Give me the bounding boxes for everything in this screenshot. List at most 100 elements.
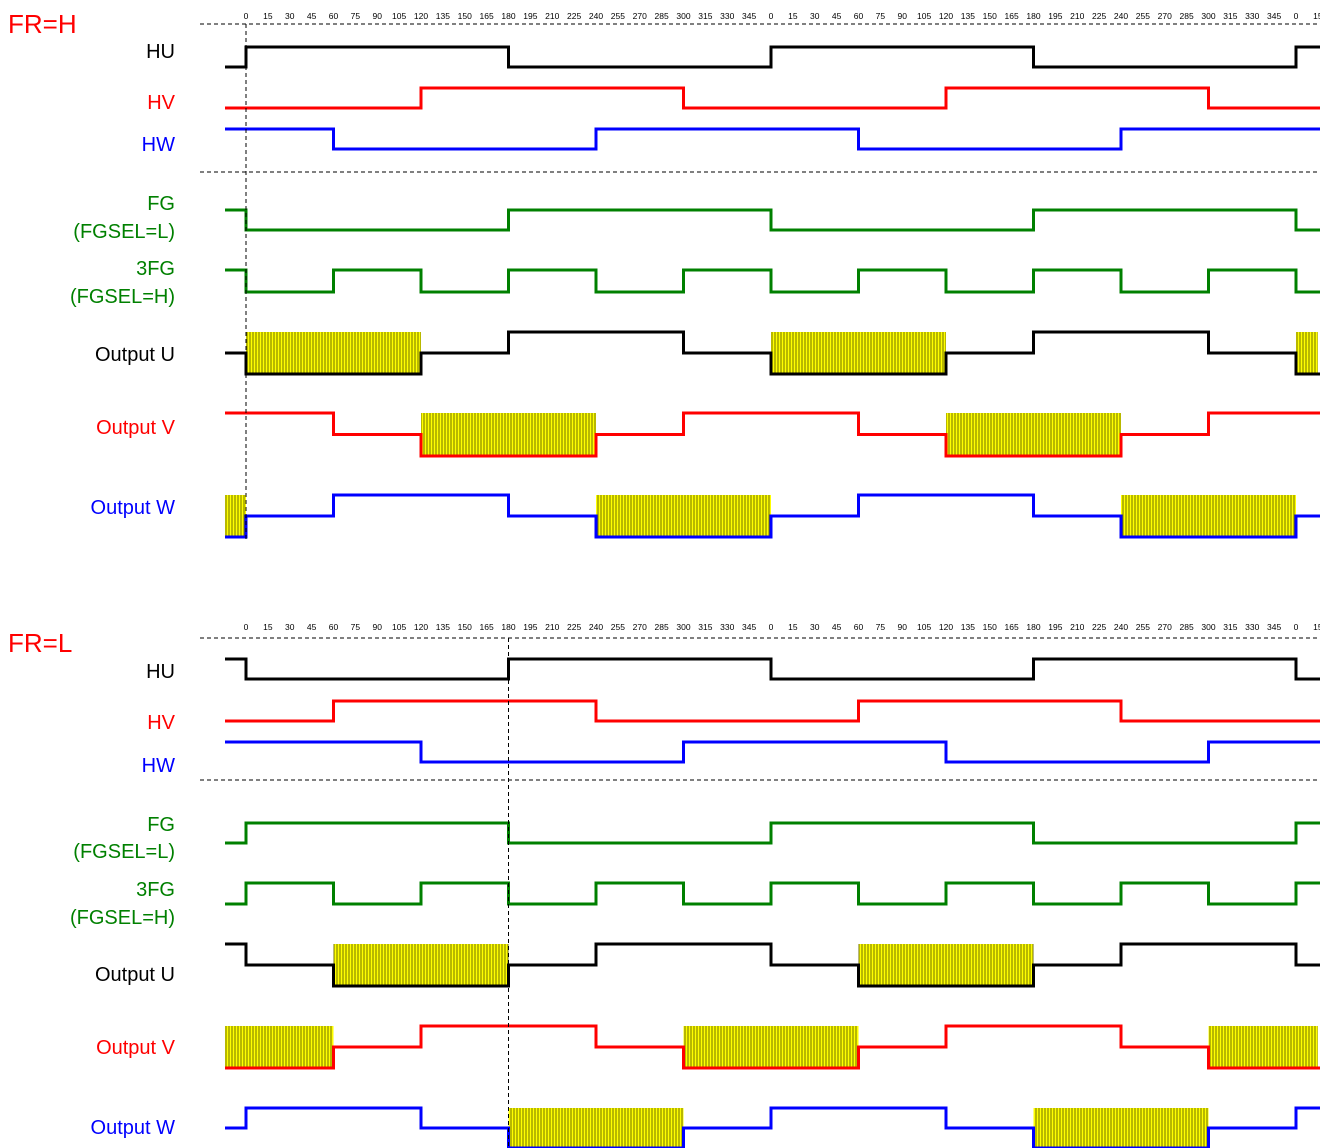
signal-label: (FGSEL=H) <box>70 907 175 929</box>
signal-hw: HW <box>142 127 1320 156</box>
pwm-region <box>421 413 596 456</box>
degree-tick: 0 <box>244 622 249 632</box>
degree-tick: 0 <box>769 622 774 632</box>
degree-tick: 75 <box>351 11 361 21</box>
degree-tick: 135 <box>961 622 975 632</box>
degree-tick: 240 <box>589 622 603 632</box>
degree-tick: 180 <box>501 622 515 632</box>
degree-tick: 345 <box>742 11 756 21</box>
degree-tick: 45 <box>307 622 317 632</box>
degree-tick: 120 <box>414 622 428 632</box>
degree-tick: 165 <box>480 622 494 632</box>
degree-tick: 345 <box>1267 622 1281 632</box>
degree-tick: 255 <box>1136 622 1150 632</box>
signal-label: Output U <box>95 964 175 986</box>
waveform <box>225 881 1320 906</box>
signal-label: 3FG <box>136 258 175 280</box>
signal-hu: HU <box>146 41 1320 69</box>
degree-tick: 315 <box>698 11 712 21</box>
signal-label: (FGSEL=H) <box>70 286 175 308</box>
degree-tick: 315 <box>1223 622 1237 632</box>
waveform <box>225 86 1320 110</box>
signal-label: HU <box>146 661 175 683</box>
degree-tick: 180 <box>501 11 515 21</box>
degree-tick: 60 <box>329 622 339 632</box>
degree-tick: 75 <box>876 11 886 21</box>
signal-fg: FG (FGSEL=L) <box>73 193 1320 243</box>
degree-tick: 180 <box>1026 622 1040 632</box>
degree-tick: 120 <box>939 622 953 632</box>
degree-tick: 150 <box>458 622 472 632</box>
degree-tick: 90 <box>373 11 383 21</box>
degree-tick: 225 <box>1092 622 1106 632</box>
pwm-region <box>1296 332 1318 374</box>
signal-out-w: Output W <box>91 1106 1320 1148</box>
degree-tick: 255 <box>611 11 625 21</box>
degree-tick: 240 <box>589 11 603 21</box>
degree-tick: 270 <box>1158 11 1172 21</box>
signal-label: Output U <box>95 344 175 366</box>
degree-tick: 0 <box>769 11 774 21</box>
waveform <box>225 208 1320 232</box>
degree-tick: 345 <box>742 622 756 632</box>
degree-tick: 330 <box>720 622 734 632</box>
panel-fr-h: FR=H 0 15 30 45 60 75 90 105 120 135 150 165 180 195 2… <box>8 9 1320 540</box>
degree-tick: 45 <box>832 11 842 21</box>
degree-tick: 30 <box>285 622 295 632</box>
signal-label: Output W <box>91 1117 176 1139</box>
degree-tick: 30 <box>285 11 295 21</box>
degree-tick: 105 <box>392 11 406 21</box>
degree-tick: 135 <box>436 622 450 632</box>
degree-tick: 195 <box>523 622 537 632</box>
degree-tick: 210 <box>545 11 559 21</box>
degree-tick: 90 <box>898 622 908 632</box>
degree-tick: 120 <box>414 11 428 21</box>
degree-tick: 180 <box>1026 11 1040 21</box>
signal-label: HV <box>147 92 175 114</box>
waveform <box>225 657 1320 681</box>
degree-tick: 60 <box>854 622 864 632</box>
degree-tick: 270 <box>633 11 647 21</box>
degree-tick: 315 <box>698 622 712 632</box>
degree-tick: 270 <box>633 622 647 632</box>
pwm-region <box>771 332 946 374</box>
degree-tick: 0 <box>244 11 249 21</box>
signal-label: Output V <box>96 1037 176 1059</box>
degree-tick: 285 <box>655 622 669 632</box>
signal-label: HV <box>147 712 175 734</box>
degree-tick: 120 <box>939 11 953 21</box>
pwm-region <box>333 944 509 986</box>
degree-tick: 195 <box>1048 11 1062 21</box>
degree-tick: 165 <box>1005 11 1019 21</box>
signal-out-w: Output W <box>91 493 1320 539</box>
degree-tick: 225 <box>1092 11 1106 21</box>
signal-label: HW <box>142 755 175 777</box>
degree-tick: 30 <box>810 11 820 21</box>
waveform <box>225 1106 1320 1148</box>
degree-tick: 300 <box>676 11 690 21</box>
signal-label: FG <box>147 814 175 836</box>
signal-label: HW <box>142 134 175 156</box>
signal-label: (FGSEL=L) <box>73 221 175 243</box>
degree-tick: 150 <box>458 11 472 21</box>
waveform <box>225 821 1320 845</box>
degree-tick: 225 <box>567 622 581 632</box>
waveform <box>225 1024 1320 1070</box>
degree-tick: 75 <box>876 622 886 632</box>
degree-tick: 255 <box>611 622 625 632</box>
signal-fg: FG (FGSEL=L) <box>73 814 1320 863</box>
waveform <box>225 45 1320 69</box>
signal-hv: HV <box>147 86 1320 114</box>
degree-tick: 75 <box>351 622 361 632</box>
degree-tick: 45 <box>307 11 317 21</box>
waveform <box>225 942 1320 988</box>
pwm-region <box>1121 495 1296 537</box>
degree-tick: 150 <box>983 622 997 632</box>
signal-out-v: Output V <box>96 1024 1320 1070</box>
signal-label: Output W <box>91 497 176 519</box>
degree-tick: 300 <box>1201 622 1215 632</box>
waveform <box>225 493 1320 539</box>
degree-tick: 255 <box>1136 11 1150 21</box>
signal-out-v: Output V <box>96 411 1320 458</box>
